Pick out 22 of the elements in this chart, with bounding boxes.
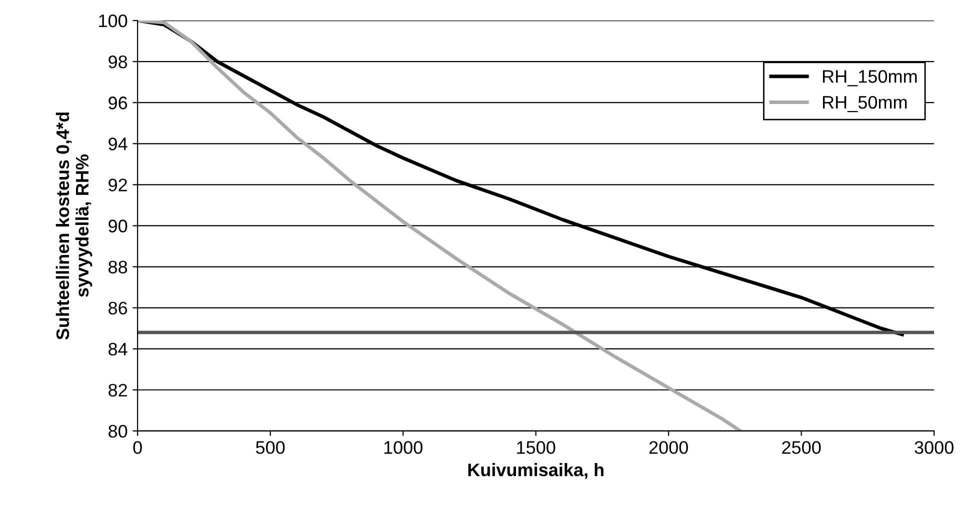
y-tick-label: 84 [108,342,128,356]
y-tick-label: 88 [108,260,128,274]
y-tick-label: 86 [108,302,128,315]
x-tick-label: 0 [133,441,142,454]
x-tick-label: 3000 [914,441,954,454]
legend-label: RH_150mm [823,70,917,86]
legend-label: RH_50mm [823,96,907,112]
y-tick-label: 82 [108,384,127,397]
y-tick-label: 80 [108,424,128,438]
y-axis-title: Suhteellinen kosteus 0,4*d syvyydellä, RH% [56,112,92,340]
x-tick-label: 1000 [384,441,422,454]
x-tick-label: 2500 [782,441,821,454]
y-tick-label: 92 [108,178,127,192]
y-tick-label: 94 [108,138,128,150]
x-tick-label: 2000 [649,441,688,454]
y-tick-label: 98 [108,55,128,68]
x-tick-label: 1500 [517,441,556,454]
y-tick-label: 100 [99,14,128,28]
y-tick-label: 96 [108,96,128,110]
y-tick-label: 90 [108,220,128,232]
x-axis-title: Kuivumisaika, h [468,463,604,479]
x-tick-label: 500 [256,441,285,454]
